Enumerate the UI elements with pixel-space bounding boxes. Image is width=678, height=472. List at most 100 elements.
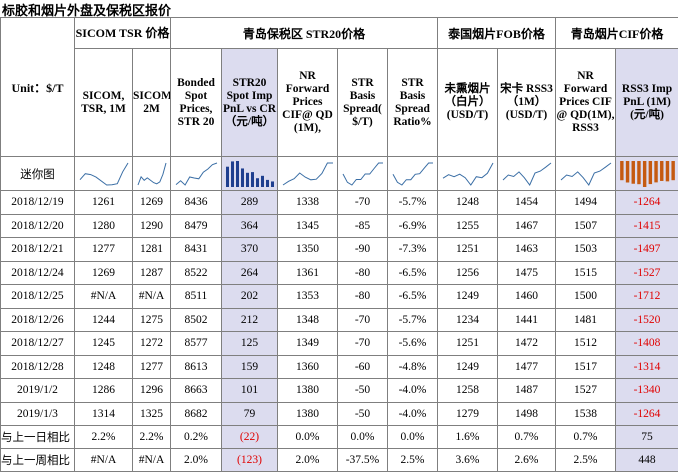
summary-cell: 2.0% [278, 449, 338, 472]
table-cell: 1269 [133, 191, 171, 215]
table-cell: 1348 [278, 308, 338, 332]
table-cell: -70 [338, 332, 388, 356]
table-cell: 1258 [438, 379, 498, 403]
group-sicom: SICOM TSR 价格 [75, 18, 171, 49]
table-cell: 1248 [438, 191, 498, 215]
table-cell: -6.5% [388, 285, 438, 309]
group-qingdao-bonded: 青岛保税区 STR20价格 [171, 18, 438, 49]
table-cell: 1234 [438, 308, 498, 332]
table-cell: 101 [222, 379, 278, 403]
spark-line [176, 163, 217, 185]
table-cell: 1477 [498, 355, 556, 379]
table-cell: 1281 [133, 238, 171, 262]
table-cell: 8613 [171, 355, 222, 379]
summary-cell: 0.7% [498, 426, 556, 449]
row-date: 2018/12/19 [1, 191, 75, 215]
summary-cell: 75 [616, 426, 678, 449]
spark-bar [256, 178, 259, 187]
sparkline [136, 160, 168, 188]
price-table: Unit：$/T SICOM TSR 价格 青岛保税区 STR20价格 泰国烟片… [0, 17, 678, 472]
spark-bar [660, 161, 663, 181]
spark-bar [642, 161, 645, 187]
table-cell: -1340 [616, 379, 678, 403]
summary-cell: #N/A [133, 449, 171, 472]
table-cell: -1264 [616, 191, 678, 215]
sparkline-cell [133, 157, 171, 191]
sparkline-cell [388, 157, 438, 191]
table-cell: -80 [338, 285, 388, 309]
sparkline [174, 160, 219, 188]
table-cell: 1349 [278, 332, 338, 356]
table-cell: 159 [222, 355, 278, 379]
table-cell: 1296 [133, 379, 171, 403]
summary-cell: 1.6% [438, 426, 498, 449]
table-cell: 1350 [278, 238, 338, 262]
table-cell: -50 [338, 402, 388, 426]
col-str-basis-ratio: STR Basis Spread Ratio% [388, 49, 438, 157]
table-cell: 1345 [278, 214, 338, 238]
spark-bar [261, 175, 264, 186]
table-cell: 1256 [438, 261, 498, 285]
table-cell: -70 [338, 308, 388, 332]
table-cell: 1454 [498, 191, 556, 215]
table-cell: #N/A [133, 285, 171, 309]
table-cell: 79 [222, 402, 278, 426]
spark-bar [266, 179, 269, 186]
table-cell: 8436 [171, 191, 222, 215]
table-cell: 1538 [556, 402, 616, 426]
table-cell: 1255 [438, 214, 498, 238]
table-cell: 1280 [75, 214, 133, 238]
table-cell: 1467 [498, 214, 556, 238]
table-cell: -85 [338, 214, 388, 238]
table-cell: -1314 [616, 355, 678, 379]
table-cell: 1515 [556, 261, 616, 285]
table-cell: 1472 [498, 332, 556, 356]
spark-bar [654, 161, 657, 182]
spark-line [283, 163, 333, 185]
summary-cell: 2.2% [75, 426, 133, 449]
table-cell: -5.7% [388, 308, 438, 332]
table-cell: 1512 [556, 332, 616, 356]
table-cell: 8502 [171, 308, 222, 332]
table-cell: -6.9% [388, 214, 438, 238]
table-cell: 1475 [498, 261, 556, 285]
sparkline [559, 160, 613, 188]
summary-cell: #N/A [75, 449, 133, 472]
group-thai-fob: 泰国烟片FOB价格 [438, 18, 556, 49]
spark-bar [241, 168, 244, 187]
spark-bar [231, 161, 234, 187]
table-cell: -1264 [616, 402, 678, 426]
table-cell: -6.5% [388, 261, 438, 285]
summary-label: 与上一日相比 [1, 426, 75, 449]
col-nr-forward-rss3: NR Forward Prices CIF @ QD(1M), RSS3 [556, 49, 616, 157]
table-cell: 1249 [438, 285, 498, 309]
unit-label: Unit：$/T [1, 18, 75, 157]
spark-line [80, 163, 128, 185]
sparkline-cell [616, 157, 678, 191]
table-cell: 1251 [438, 332, 498, 356]
col-white-sheet: 未熏烟片（白片）(USD/T) [438, 49, 498, 157]
table-cell: -4.0% [388, 402, 438, 426]
spark-bar [625, 161, 628, 182]
summary-cell: 2.6% [498, 449, 556, 472]
table-cell: 1353 [278, 285, 338, 309]
table-cell: 370 [222, 238, 278, 262]
row-date: 2018/12/20 [1, 214, 75, 238]
table-cell: 1277 [133, 355, 171, 379]
sparkline-cell [278, 157, 338, 191]
table-cell: 1361 [278, 261, 338, 285]
sparkline [341, 160, 385, 188]
table-cell: 1269 [75, 261, 133, 285]
spark-bar [271, 181, 274, 187]
summary-cell: (22) [222, 426, 278, 449]
sparkline-cell [171, 157, 222, 191]
row-date: 2018/12/24 [1, 261, 75, 285]
group-qingdao-cif: 青岛烟片CIF价格 [556, 18, 678, 49]
summary-cell: 2.5% [388, 449, 438, 472]
